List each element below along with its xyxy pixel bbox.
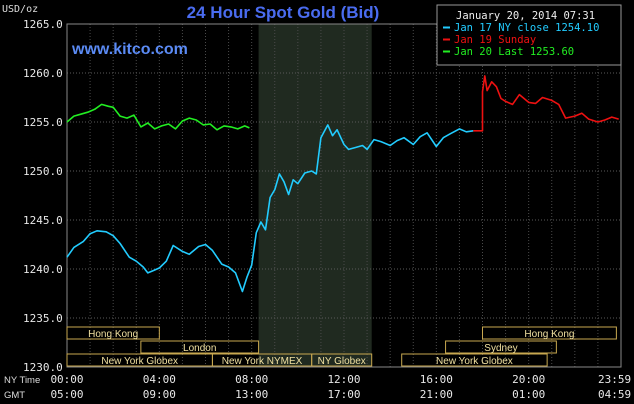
series-lines	[66, 75, 619, 293]
session-bar	[311, 353, 373, 367]
y-tick-label: 1265.0	[23, 18, 63, 31]
y-tick-label: 1235.0	[23, 312, 63, 325]
x-tick-label: 05:00	[50, 388, 83, 401]
plot-frame	[66, 23, 622, 368]
chart-title: 24 Hour Spot Gold (Bid)	[187, 3, 380, 22]
session-label: New York NYMEX	[222, 356, 303, 367]
session-bar	[66, 326, 160, 340]
y-tick-label: 1255.0	[23, 116, 63, 129]
shaded-session	[258, 24, 372, 367]
x-tick-label: 12:00	[327, 373, 360, 386]
series-line	[66, 124, 474, 293]
session-bar	[482, 326, 617, 340]
y-tick-label: 1240.0	[23, 263, 63, 276]
legend-entry: Jan 20 Last 1253.60	[454, 46, 574, 58]
series-line	[66, 103, 250, 131]
x-tick-labels: NY Time 00:00 04:00 08:00 12:00 16:00 20:00 23:…	[4, 373, 631, 401]
y-tick-label: 1260.0	[23, 67, 63, 80]
x-tick-label: 17:00	[327, 388, 360, 401]
x-tick-label: 04:00	[143, 373, 176, 386]
x-tick-label: 01:00	[512, 388, 545, 401]
x-tick-label: 00:00	[50, 373, 83, 386]
source-watermark: www.kitco.com	[71, 41, 188, 58]
x-tick-label: 04:59	[598, 388, 631, 401]
session-label: London	[183, 343, 216, 354]
legend-entry: Jan 17 NY close 1254.10	[454, 22, 599, 34]
session-bar	[401, 353, 548, 367]
session-label: Hong Kong	[524, 329, 574, 340]
x-tick-label: 08:00	[235, 373, 268, 386]
y-tick-labels: 1265.0 1260.0 1255.0 1250.0 1245.0 1240.0 1235…	[23, 18, 63, 374]
series-line	[473, 75, 619, 132]
session-label: Hong Kong	[88, 329, 138, 340]
time-row-label: NY Time	[4, 375, 40, 386]
unit-label: USD/oz	[2, 4, 38, 15]
session-label: New York Globex	[101, 356, 178, 367]
session-bar	[140, 340, 260, 354]
session-label: NY Globex	[318, 356, 366, 367]
legend-entry: Jan 19 Sunday	[454, 34, 536, 46]
legend-timestamp: January 20, 2014 07:31	[456, 10, 595, 22]
x-tick-label: 16:00	[420, 373, 453, 386]
y-tick-label: 1230.0	[23, 361, 63, 374]
time-row-label: GMT	[4, 390, 25, 401]
x-tick-label: 21:00	[420, 388, 453, 401]
x-tick-label: 09:00	[143, 388, 176, 401]
session-label: New York Globex	[436, 356, 513, 367]
x-tick-label: 23:59	[598, 373, 631, 386]
y-tick-label: 1250.0	[23, 165, 63, 178]
x-tick-label: 13:00	[235, 388, 268, 401]
session-bars: Hong Kong Hong Kong London Sydney New York G…	[66, 326, 617, 367]
legend-box	[436, 4, 622, 66]
x-tick-label: 20:00	[512, 373, 545, 386]
session-bar	[445, 340, 557, 354]
session-label: Sydney	[484, 343, 517, 354]
y-tick-label: 1245.0	[23, 214, 63, 227]
